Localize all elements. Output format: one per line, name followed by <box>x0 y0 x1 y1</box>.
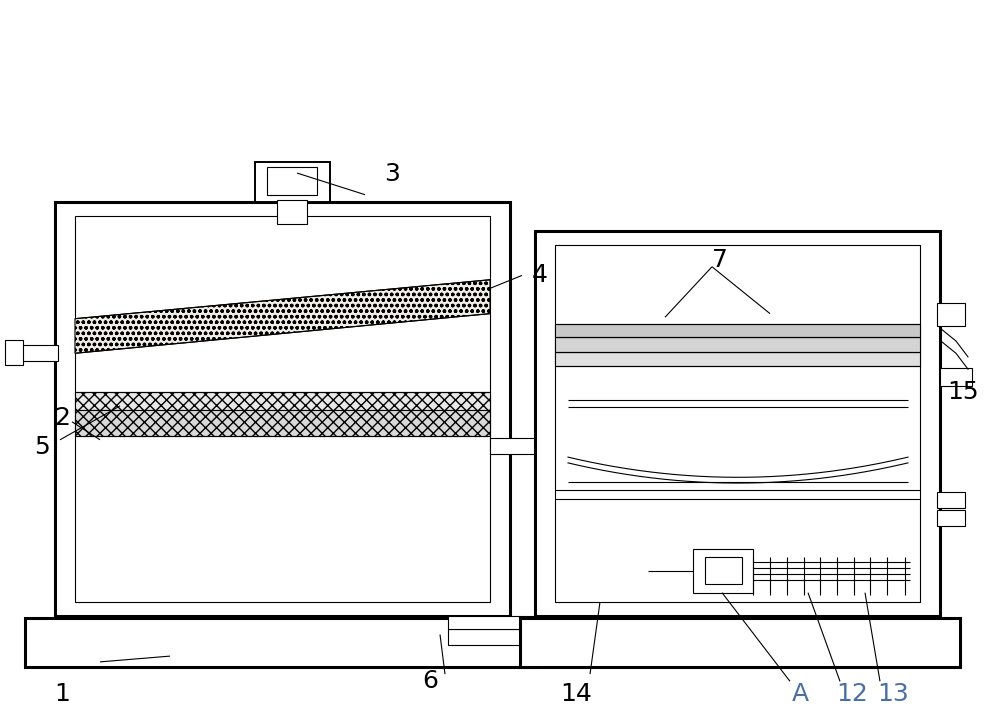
Bar <box>75 410 490 436</box>
Bar <box>555 324 920 337</box>
Polygon shape <box>75 280 490 353</box>
Text: 5: 5 <box>34 435 50 459</box>
Bar <box>555 352 920 366</box>
Bar <box>448 616 563 629</box>
Text: 1: 1 <box>54 681 70 706</box>
Text: 12: 12 <box>836 681 868 706</box>
Text: 2: 2 <box>54 406 70 430</box>
Bar <box>448 629 563 645</box>
Text: 6: 6 <box>422 669 438 694</box>
Bar <box>693 549 753 593</box>
Bar <box>55 202 510 616</box>
Bar <box>535 231 940 616</box>
Bar <box>705 557 742 584</box>
Text: 7: 7 <box>712 247 728 272</box>
Bar <box>937 510 965 526</box>
Bar <box>25 618 540 667</box>
Text: 13: 13 <box>877 681 909 706</box>
Bar <box>255 162 330 202</box>
Bar <box>555 337 920 352</box>
Bar <box>490 438 555 454</box>
Bar <box>75 216 490 602</box>
Text: A: A <box>791 681 809 706</box>
Bar <box>20 345 58 360</box>
Bar <box>267 167 317 195</box>
Bar <box>520 618 960 667</box>
Text: 4: 4 <box>532 263 548 288</box>
Bar <box>75 392 490 410</box>
Bar <box>277 200 307 224</box>
Bar <box>940 368 972 386</box>
Text: 15: 15 <box>947 380 979 404</box>
Bar <box>937 492 965 508</box>
Bar <box>937 303 965 326</box>
Bar <box>555 245 920 602</box>
Bar <box>5 340 23 365</box>
Text: 14: 14 <box>560 681 592 706</box>
Text: 3: 3 <box>384 162 400 187</box>
